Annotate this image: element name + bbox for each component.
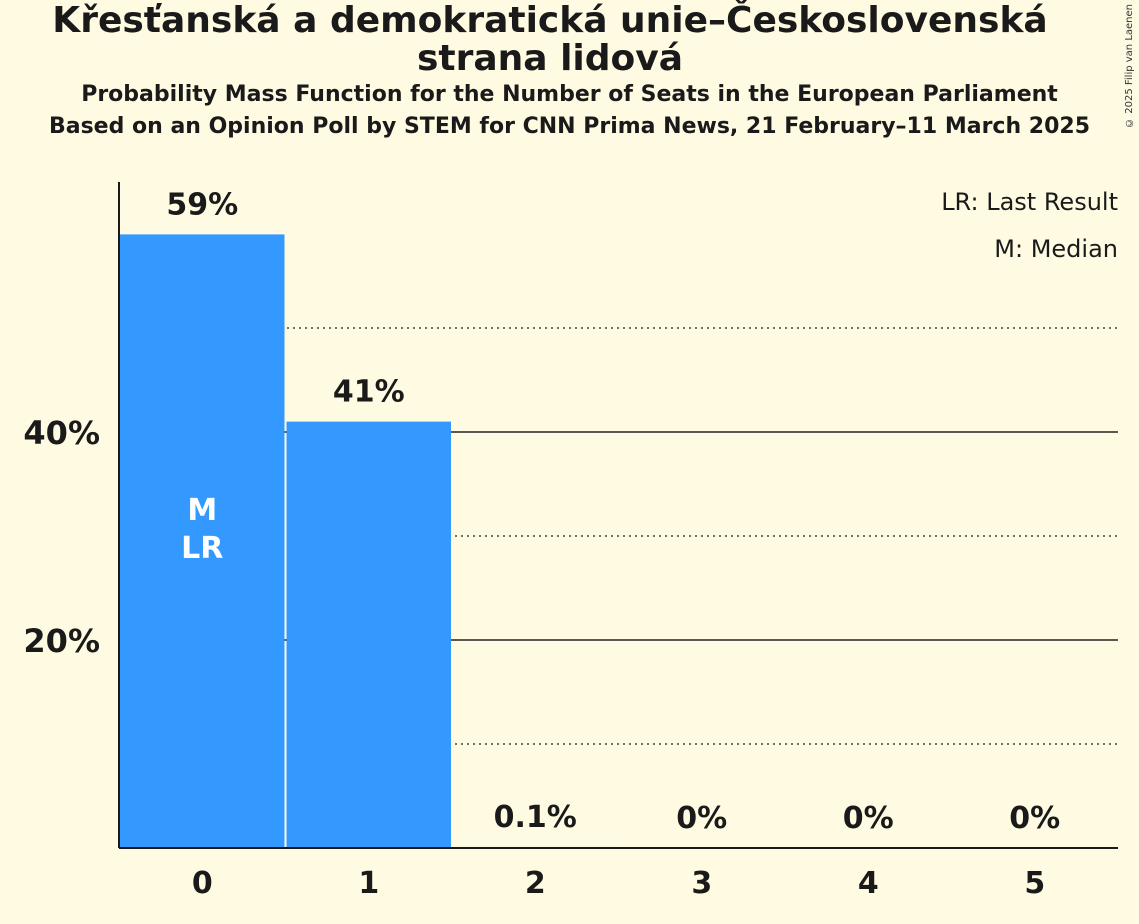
data-label: 0%	[1009, 801, 1060, 836]
chart-subtitle-source: Based on an Opinion Poll by STEM for CNN…	[48, 114, 1091, 139]
data-label: 59%	[166, 187, 238, 222]
x-tick-label: 0	[192, 866, 213, 901]
data-label: 0%	[676, 801, 727, 836]
y-tick-label: 40%	[23, 414, 100, 452]
bar	[286, 421, 451, 848]
legend-item: M: Median	[994, 235, 1118, 263]
bar	[120, 234, 285, 848]
x-tick-label: 3	[691, 866, 712, 901]
x-tick-label: 1	[358, 866, 379, 901]
data-label: 0%	[843, 801, 894, 836]
x-tick-label: 2	[525, 866, 546, 901]
legend-item: LR: Last Result	[941, 188, 1118, 216]
data-label: 0.1%	[494, 800, 577, 835]
chart-subtitle: Probability Mass Function for the Number…	[81, 82, 1058, 107]
x-tick-label: 4	[858, 866, 879, 901]
bar-annotation: LR	[181, 531, 223, 566]
data-label: 41%	[333, 375, 405, 410]
y-tick-label: 20%	[23, 622, 100, 660]
x-tick-label: 5	[1024, 866, 1045, 901]
bar-annotation: M	[187, 493, 217, 528]
chart-title: Křesťanská a demokratická unie–Českoslov…	[52, 0, 1048, 79]
